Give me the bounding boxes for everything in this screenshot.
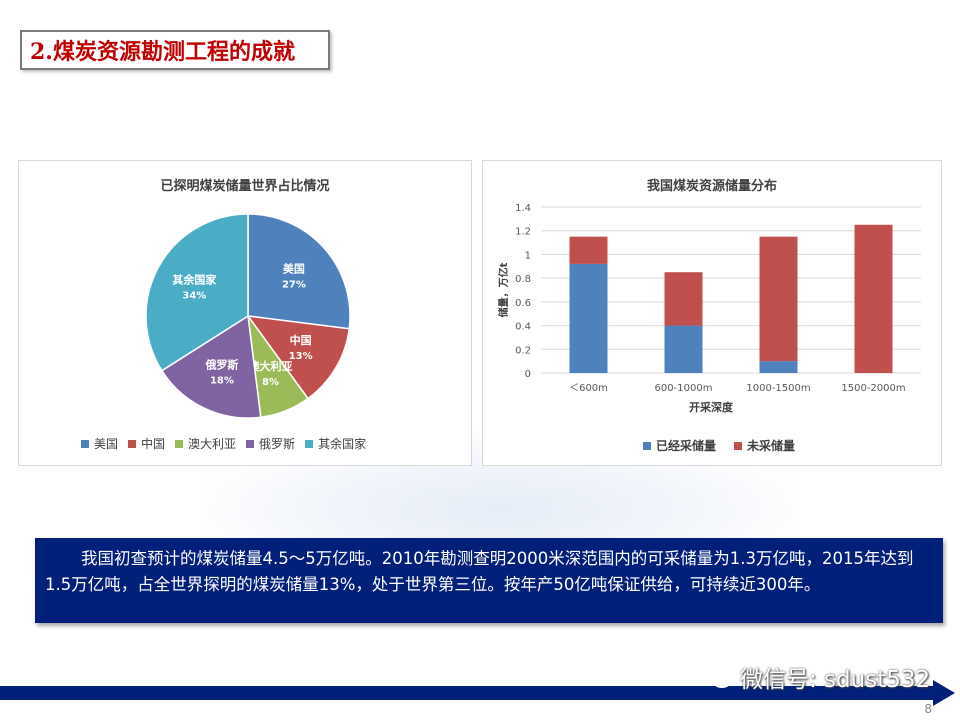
legend-label: 俄罗斯 (259, 437, 296, 451)
bar-legend-item: 未采储量 (734, 437, 795, 454)
bar-segment (854, 224, 893, 373)
pie-chart: 美国 27% 中国 13%澳大利亚 8% 俄罗斯 18% 其余国家 34% (145, 213, 351, 419)
y-tick-label: 0.8 (515, 274, 531, 285)
legend-swatch (81, 439, 89, 448)
y-axis-title: 储量，万亿t (497, 262, 510, 318)
pie-category-label: 中国 (290, 333, 312, 347)
watermark-text: 微信号: sdust532 (740, 667, 931, 693)
summary-text-box: 我国初查预计的煤炭储量4.5～5万亿吨。2010年勘测查明2000米深范围内的可… (35, 538, 943, 623)
wechat-watermark: 微信号: sdust532 (700, 660, 930, 694)
page-number: 8 (924, 702, 932, 716)
pie-legend-item: 澳大利亚 (175, 435, 236, 452)
bar-legend-item: 已经采储量 (643, 437, 716, 454)
y-tick-label: 0.6 (515, 298, 531, 309)
y-tick-label: 0 (525, 369, 531, 380)
pie-category-label: 俄罗斯 (204, 357, 238, 371)
pie-category-label: 其余国家 (172, 273, 217, 287)
pie-value-label: 18% (210, 375, 234, 386)
bar-segment (664, 272, 703, 326)
legend-swatch (305, 439, 314, 448)
pie-legend-item: 其余国家 (305, 435, 366, 452)
legend-swatch (175, 439, 184, 448)
pie-legend-item: 俄罗斯 (246, 435, 295, 452)
pie-chart-panel: 已探明煤炭储量世界占比情况 美国 27% 中国 13% 澳大利亚 8% 俄罗斯 18% 其余国家… (18, 160, 472, 466)
bar-segment (569, 263, 608, 373)
pie-value-label: 8% (262, 377, 279, 388)
legend-label: 其余国家 (318, 437, 367, 451)
pie-value-label: 27% (282, 280, 306, 291)
bar-segment (759, 236, 798, 362)
legend-swatch (128, 439, 137, 448)
pie-category-label: 美国 (283, 262, 305, 276)
bar-chart: 0 0.2 0.4 0.6 0.8 1 1.2 1.4 ＜600m 600-1000m 1000-1… (497, 203, 921, 414)
y-tick-label: 1.4 (515, 203, 531, 214)
y-tick-label: 1 (525, 250, 531, 261)
x-tick-label: ＜600m (569, 383, 608, 394)
y-tick-label: 1.2 (515, 227, 531, 238)
pie-legend: 美国 中国 澳大利亚 俄罗斯 其余国家 (81, 435, 376, 452)
pie-slice (160, 314, 262, 419)
x-axis-title: 开采深度 (689, 400, 734, 414)
wechat-icon (701, 665, 732, 688)
x-tick-label: 1000-1500m (746, 383, 810, 394)
pie-legend-item: 美国 (81, 435, 118, 452)
pie-value-label: 13% (289, 351, 313, 362)
pie-slice (145, 213, 249, 372)
bar-segment (569, 236, 608, 264)
y-tick-label: 0.2 (515, 345, 531, 356)
legend-swatch (246, 439, 255, 448)
legend-label: 已经采储量 (656, 439, 717, 453)
x-tick-label: 600-1000m (655, 383, 713, 394)
legend-label: 中国 (141, 437, 166, 451)
footer-arrow-bar (0, 686, 935, 700)
legend-label: 澳大利亚 (188, 437, 237, 451)
bar-segment (759, 361, 798, 373)
bar-segment (664, 325, 703, 373)
legend-swatch (643, 441, 651, 450)
legend-swatch (734, 441, 743, 450)
bar-legend: 已经采储量 未采储量 (643, 437, 813, 454)
summary-paragraph: 我国初查预计的煤炭储量4.5～5万亿吨。2010年勘测查明2000米深范围内的可… (45, 549, 914, 594)
bar-chart-panel: 我国煤炭资源储量分布 0 0.2 0.4 0.6 0.8 1 1.2 1.4 ＜600m 600-… (482, 160, 942, 466)
legend-label: 美国 (94, 437, 119, 451)
x-tick-label: 1500-2000m (841, 383, 905, 394)
y-tick-label: 0.4 (515, 322, 531, 333)
bar-chart-title: 我国煤炭资源储量分布 (646, 179, 777, 194)
slide-title-box: 2.煤炭资源勘测工程的成就 (20, 30, 330, 70)
pie-value-label: 34% (182, 291, 206, 302)
legend-label: 未采储量 (747, 439, 796, 453)
pie-slice (247, 213, 351, 330)
pie-legend-item: 中国 (128, 435, 165, 452)
pie-chart-title: 已探明煤炭储量世界占比情况 (160, 179, 330, 194)
pie-category-label: 澳大利亚 (249, 359, 293, 373)
pie-slice (246, 315, 351, 400)
footer-arrow-head (933, 680, 955, 706)
slide-title: 2.煤炭资源勘测工程的成就 (30, 39, 295, 65)
